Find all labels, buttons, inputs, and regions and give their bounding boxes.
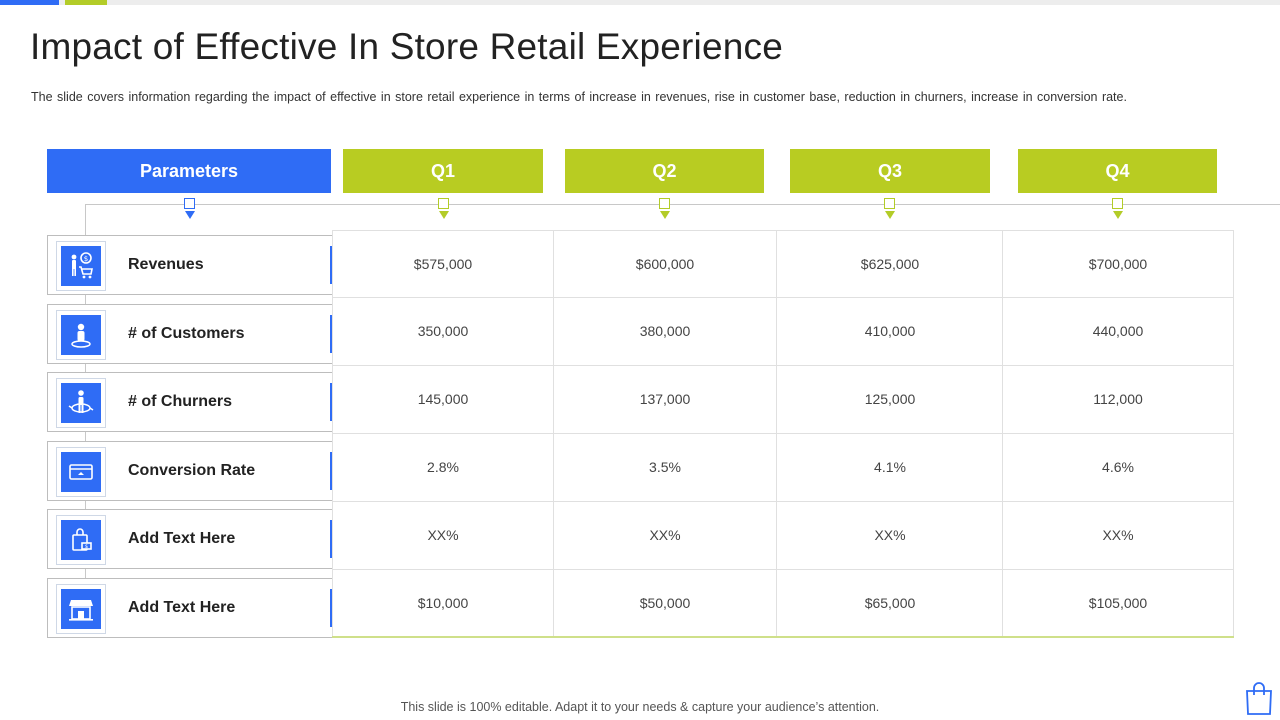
slide-title: Impact of Effective In Store Retail Expe… — [30, 26, 783, 67]
grid-bottom-accent — [332, 636, 1234, 638]
value-cell: $600,000 — [635, 256, 695, 272]
value-cell: $10,000 — [417, 595, 469, 611]
value-cell: $65,000 — [864, 595, 916, 611]
top-accent-green — [65, 0, 107, 5]
value-cell: XX% — [1102, 527, 1134, 543]
parameter-row-add-text-2: Add Text Here — [47, 578, 332, 638]
q3-marker — [884, 198, 896, 222]
value-cell: 4.6% — [1102, 459, 1134, 475]
parameter-label: Revenues — [128, 256, 204, 273]
top-accent-bar — [0, 0, 1280, 5]
value-cell: 3.5% — [649, 459, 681, 475]
parameters-header: Parameters — [47, 149, 331, 193]
svg-text:$: $ — [85, 544, 88, 550]
value-cell: 112,000 — [1093, 391, 1143, 407]
value-cell: XX% — [874, 527, 906, 543]
churner-person-icon — [61, 383, 101, 423]
value-cell: $105,000 — [1088, 595, 1148, 611]
parameter-label: Add Text Here — [128, 530, 236, 547]
q4-marker — [1112, 198, 1124, 222]
parameter-row-conversion-rate: Conversion Rate — [47, 441, 332, 501]
value-cell: 380,000 — [639, 323, 691, 339]
parameters-marker — [184, 198, 196, 222]
quarter-header-q4: Q4 — [1018, 149, 1217, 193]
svg-text:$: $ — [84, 255, 88, 263]
value-cell: 137,000 — [639, 391, 691, 407]
storefront-icon — [61, 589, 101, 629]
value-cell: 410,000 — [864, 323, 916, 339]
value-cell: 145,000 — [417, 391, 469, 407]
connector-horizontal-line — [85, 204, 1280, 205]
shopping-bag-icon: $ — [61, 520, 101, 560]
parameter-row-add-text-1: $ Add Text Here — [47, 509, 332, 569]
parameter-label: # of Churners — [128, 393, 233, 410]
shopping-bag-logo-icon — [1243, 680, 1275, 716]
customer-location-icon — [61, 315, 101, 355]
top-accent-blue — [0, 0, 59, 5]
value-cell: 4.1% — [874, 459, 906, 475]
parameter-label: # of Customers — [128, 325, 245, 342]
parameter-row-customers: # of Customers — [47, 304, 332, 364]
slide-subtitle: The slide covers information regarding t… — [31, 90, 1127, 104]
value-cell: $700,000 — [1088, 256, 1148, 272]
quarter-header-q2: Q2 — [565, 149, 764, 193]
quarter-header-q3: Q3 — [790, 149, 990, 193]
parameter-row-revenues: $ Revenues — [47, 235, 332, 295]
value-cell: 440,000 — [1092, 323, 1144, 339]
q1-marker — [438, 198, 450, 222]
parameter-row-churners: # of Churners — [47, 372, 332, 432]
value-cell: 125,000 — [864, 391, 916, 407]
value-cell: $625,000 — [860, 256, 920, 272]
q2-marker — [659, 198, 671, 222]
quarter-header-q1: Q1 — [343, 149, 543, 193]
revenue-person-cart-icon: $ — [61, 246, 101, 286]
value-cell: 350,000 — [417, 323, 469, 339]
value-cell: $50,000 — [639, 595, 691, 611]
value-cell: XX% — [649, 527, 681, 543]
card-conversion-icon — [61, 452, 101, 492]
parameter-label: Conversion Rate — [128, 462, 256, 479]
slide-footer-note: This slide is 100% editable. Adapt it to… — [400, 700, 880, 714]
value-cell: $575,000 — [413, 256, 473, 272]
value-cell: XX% — [427, 527, 459, 543]
value-cell: 2.8% — [427, 459, 459, 475]
parameter-label: Add Text Here — [128, 599, 236, 616]
